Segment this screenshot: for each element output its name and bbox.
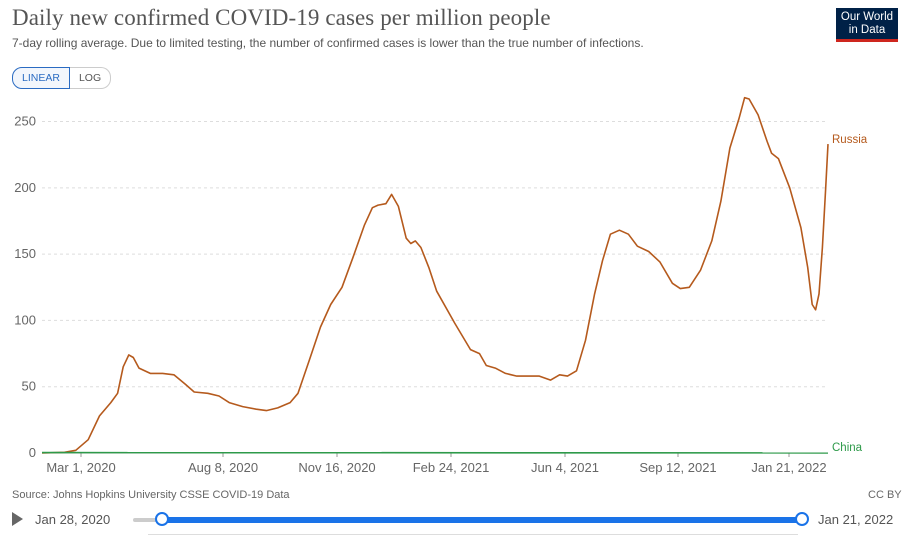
y-tick-label: 100 [14, 312, 36, 327]
timeline-start-date: Jan 28, 2020 [35, 512, 110, 527]
x-tick-label: Feb 24, 2021 [413, 460, 490, 475]
x-tick-label: Jun 4, 2021 [531, 460, 599, 475]
x-tick-label: Sep 12, 2021 [639, 460, 716, 475]
y-tick-label: 50 [22, 379, 36, 394]
line-chart: 0 50 100 150 200 250 Mar 1, 2020 Aug 8, 2020 Nov… [0, 0, 907, 480]
timeline-end-date: Jan 21, 2022 [818, 512, 893, 527]
china-series-label: China [832, 442, 863, 454]
russia-series-label: Russia [832, 134, 868, 146]
x-tick-label: Jan 21, 2022 [751, 460, 826, 475]
timeline-end-handle[interactable] [795, 512, 809, 526]
y-tick-label: 200 [14, 180, 36, 195]
x-tick-label: Mar 1, 2020 [46, 460, 115, 475]
y-tick-label: 250 [14, 114, 36, 129]
license-link[interactable]: CC BY [868, 489, 902, 501]
x-tick-label: Nov 16, 2020 [298, 460, 375, 475]
timeline-start-handle[interactable] [155, 512, 169, 526]
russia-series-line [42, 98, 828, 453]
source-note[interactable]: Source: Johns Hopkins University CSSE CO… [12, 489, 290, 501]
timeline-selected-range [162, 517, 802, 523]
y-tick-label: 150 [14, 246, 36, 261]
play-icon[interactable] [12, 512, 23, 526]
x-tick-label: Aug 8, 2020 [188, 460, 258, 475]
y-tick-label: 0 [29, 445, 36, 460]
